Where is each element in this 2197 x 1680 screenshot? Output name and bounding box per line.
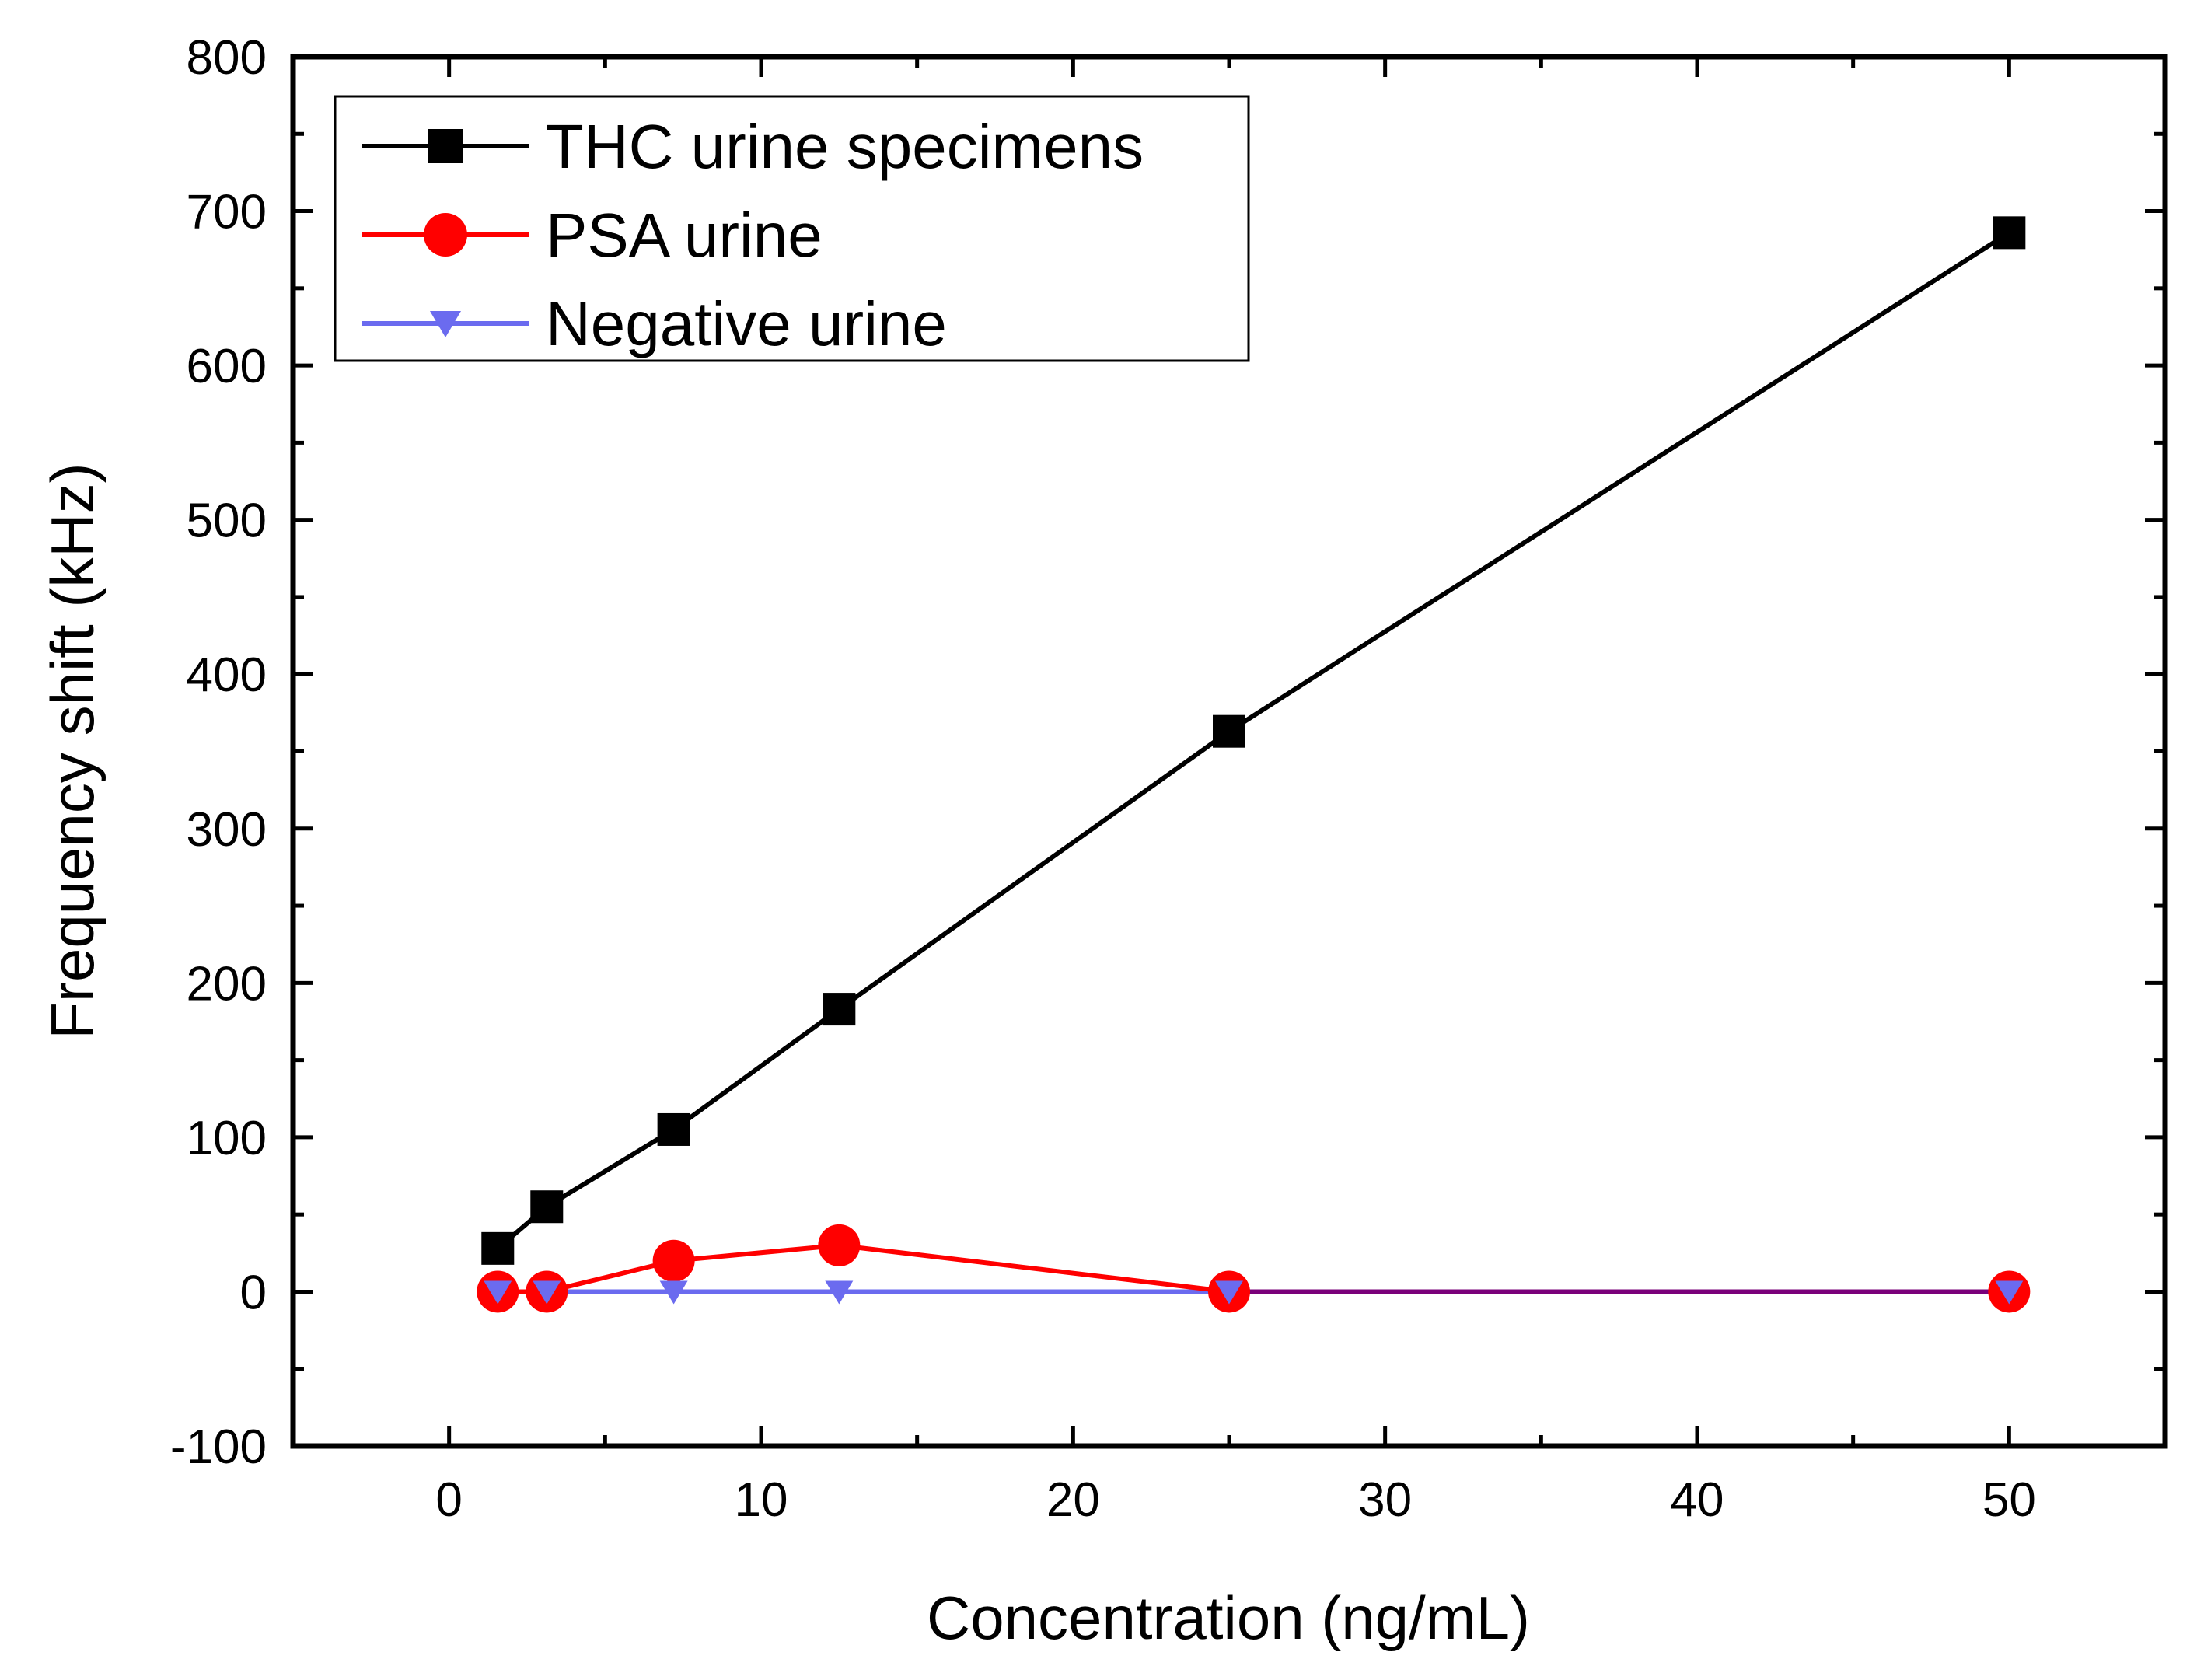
tick-labels: 0 10 20 30 40 50 -100 0 100 200 300 400 500 600 700 800 (170, 31, 2036, 1527)
y-axis-title: Frequency shift (kHz) (38, 463, 107, 1039)
data-point-triangle-down (533, 1280, 561, 1305)
y-tick-label: 0 (240, 1266, 267, 1319)
legend-entry-psa: PSA urine (362, 201, 823, 270)
x-tick-label: 40 (1671, 1473, 1724, 1527)
y-tick-label: 300 (187, 803, 267, 857)
x-tick-label: 20 (1046, 1473, 1100, 1527)
data-point-triangle-down (1995, 1280, 2024, 1305)
legend-label-psa: PSA urine (546, 201, 823, 270)
x-tick-label: 50 (1982, 1473, 2036, 1527)
legend-marker-square (428, 129, 463, 163)
data-point-circle (818, 1224, 861, 1266)
y-tick-label: 500 (187, 494, 267, 548)
plot-frame (290, 54, 2168, 1449)
x-tick-label: 0 (435, 1473, 462, 1527)
data-point-square (657, 1112, 690, 1146)
data-point-circle (652, 1239, 695, 1282)
data-point-square (823, 993, 856, 1026)
series-markers (477, 216, 2031, 1313)
data-point-triangle-down (484, 1280, 512, 1305)
data-point-triangle-down (825, 1280, 854, 1305)
data-point-triangle-down (659, 1280, 688, 1305)
legend-box (334, 95, 1250, 362)
data-point-square (1993, 216, 2026, 250)
legend-entry-negative: Negative urine (362, 289, 947, 358)
legend-marker-circle (424, 213, 467, 257)
data-point-triangle-down (1215, 1280, 1243, 1305)
x-axis-title: Concentration (ng/mL) (927, 1584, 1530, 1652)
data-point-square (481, 1231, 515, 1265)
y-tick-label: 100 (187, 1112, 267, 1165)
legend-label-thc: THC urine specimens (546, 112, 1144, 181)
legend-entry-thc: THC urine specimens (362, 112, 1144, 181)
y-tick-label: 200 (187, 957, 267, 1011)
data-point-square (530, 1190, 564, 1224)
y-tick-label: 400 (187, 648, 267, 702)
y-tick-label: 800 (187, 31, 267, 85)
y-tick-label: 600 (187, 340, 267, 393)
legend-marker-triangle-down (430, 311, 461, 337)
y-tick-label: -100 (170, 1420, 267, 1474)
x-tick-label: 30 (1358, 1473, 1412, 1527)
x-tick-label: 10 (735, 1473, 788, 1527)
legend-label-negative: Negative urine (546, 289, 947, 358)
data-point-square (1213, 714, 1245, 748)
y-tick-label: 700 (187, 186, 267, 239)
legend: THC urine specimens PSA urine Negative u… (334, 95, 1250, 362)
